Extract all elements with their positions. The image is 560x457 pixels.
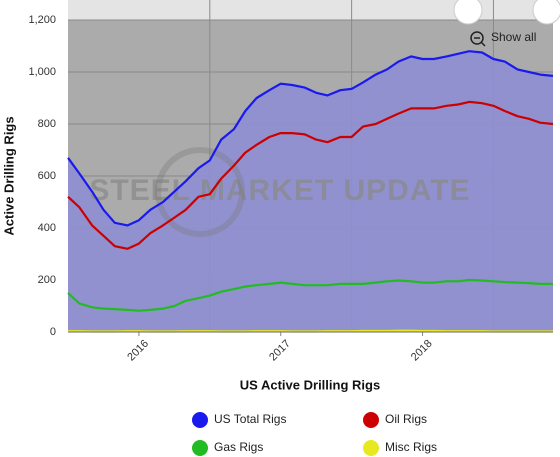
legend-label: US Total Rigs: [214, 412, 286, 426]
series-line: [67, 50, 554, 227]
watermark: STEEL MARKET UPDATE: [89, 174, 470, 207]
y-tick-label: 200: [38, 274, 56, 286]
legend-label: Oil Rigs: [385, 412, 427, 426]
y-tick-label: 800: [38, 118, 56, 130]
legend-marker: [363, 440, 379, 456]
slider-handle-left[interactable]: [453, 0, 483, 25]
series-area: [68, 51, 553, 332]
y-tick-label: 1,000: [28, 66, 56, 78]
slider-handle-right[interactable]: [532, 0, 560, 25]
x-axis-title: US Active Drilling Rigs: [240, 377, 380, 392]
navigator-strip: [68, 0, 553, 20]
zoom-handle: [480, 41, 486, 47]
y-axis-title: Active Drilling Rigs: [1, 116, 16, 235]
x-tick-label: 2017: [267, 338, 293, 364]
legend-marker: [363, 412, 379, 428]
x-tick-label: 2016: [125, 338, 151, 364]
y-tick-label: 0: [50, 326, 56, 338]
series-line: [67, 278, 553, 312]
watermark-ring: [155, 147, 245, 237]
series-line: [68, 329, 553, 333]
series-line: [67, 100, 554, 250]
y-tick-label: 400: [38, 222, 56, 234]
y-tick-label: 600: [38, 170, 56, 182]
legend-label: Misc Rigs: [385, 440, 437, 454]
legend-marker: [192, 440, 208, 456]
x-tick-label: 2018: [409, 338, 435, 364]
zoom-icon: [470, 31, 484, 45]
legend-marker: [192, 412, 208, 428]
show-all-button[interactable]: Show all: [470, 30, 536, 47]
button-label: Show all: [491, 30, 536, 44]
y-tick-label: 1,200: [28, 14, 56, 26]
legend-label: Gas Rigs: [214, 440, 263, 454]
